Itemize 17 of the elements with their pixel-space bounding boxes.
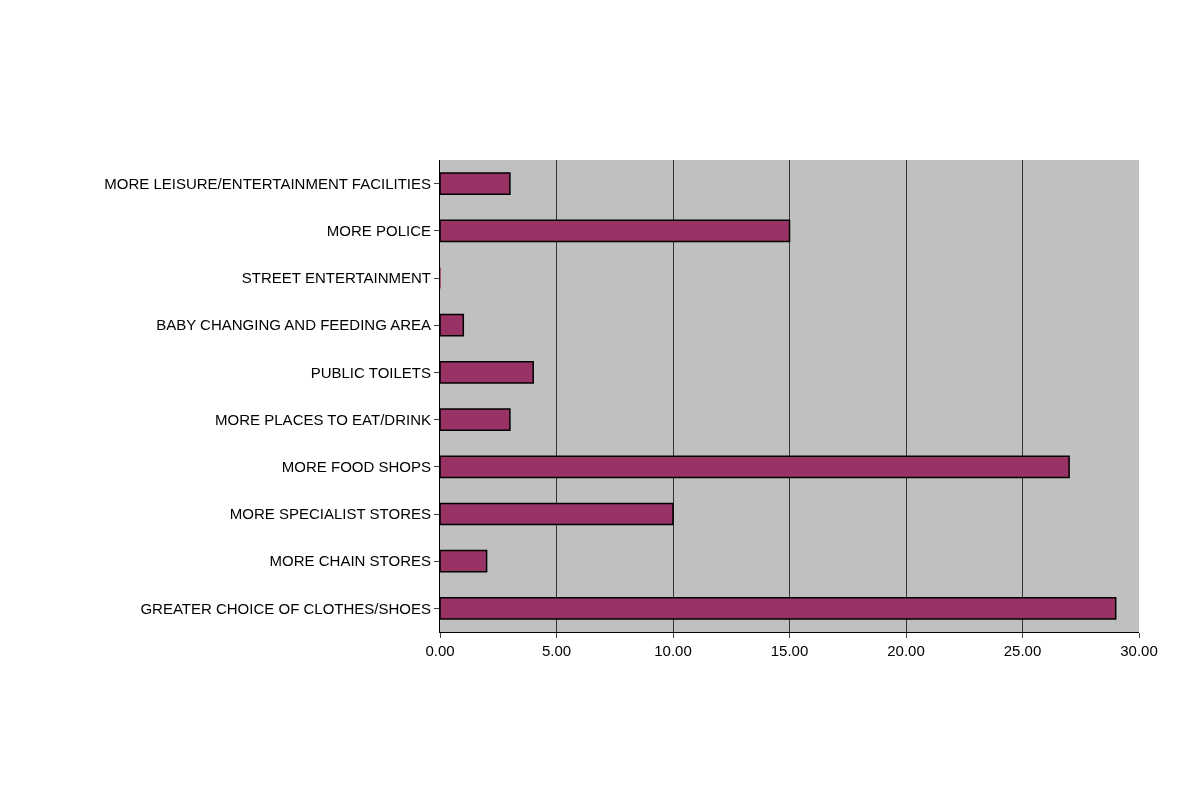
y-tick-label: MORE LEISURE/ENTERTAINMENT FACILITIES bbox=[104, 174, 431, 192]
y-tick-label: MORE POLICE bbox=[326, 222, 431, 240]
y-tick-label: STREET ENTERTAINMENT bbox=[241, 269, 431, 287]
x-tick-label: 0.00 bbox=[425, 642, 455, 659]
x-tick-label: 25.00 bbox=[1003, 642, 1042, 659]
y-tick-label: MORE PLACES TO EAT/DRINK bbox=[215, 410, 431, 428]
y-tick-label: MORE FOOD SHOPS bbox=[281, 458, 431, 476]
x-tick-label: 5.00 bbox=[541, 642, 572, 659]
y-tick-label: PUBLIC TOILETS bbox=[310, 363, 431, 381]
x-tick-label: 15.00 bbox=[770, 642, 809, 659]
y-tick-label: MORE SPECIALIST STORES bbox=[229, 505, 431, 523]
y-tick-label: GREATER CHOICE OF CLOTHES/SHOES bbox=[140, 599, 431, 617]
x-tick-label: 30.00 bbox=[1120, 642, 1158, 659]
y-tick-label: MORE CHAIN STORES bbox=[269, 552, 431, 570]
x-tick-label: 20.00 bbox=[887, 642, 925, 659]
x-tick-label: 10.00 bbox=[654, 642, 692, 659]
y-tick-label: BABY CHANGING AND FEEDING AREA bbox=[156, 316, 431, 334]
